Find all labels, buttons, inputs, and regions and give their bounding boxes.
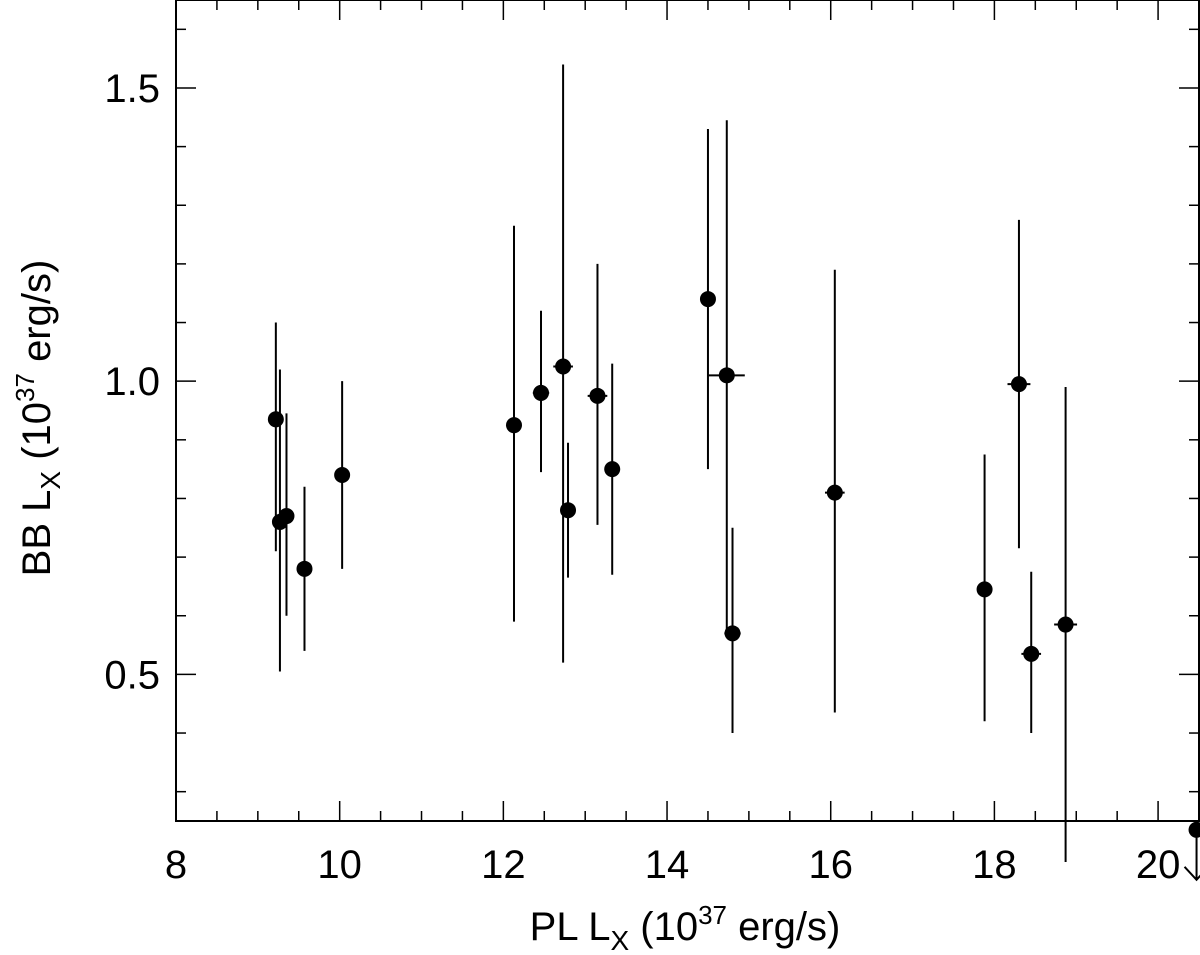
data-point (334, 467, 351, 484)
data-point (505, 417, 522, 434)
data-point (976, 581, 993, 598)
data-point (533, 384, 550, 401)
tick-labels: 8 10 12 14 16 18 20 0.5 1.0 1.5 (104, 67, 1180, 887)
x-tick-label: 14 (645, 843, 690, 887)
data-point (589, 387, 606, 404)
y-tick-label: 1.5 (104, 67, 160, 111)
data-points (267, 291, 1074, 662)
data-point (560, 502, 577, 519)
data-point (718, 367, 735, 384)
data-point (267, 411, 284, 428)
data-point (826, 484, 843, 501)
x-tick-label: 20 (1136, 843, 1181, 887)
y-tick-label: 0.5 (104, 653, 160, 697)
upper-limit-point (1188, 821, 1200, 838)
data-point (278, 508, 295, 525)
data-point (724, 625, 741, 642)
data-point (699, 291, 716, 308)
x-tick-label: 12 (481, 843, 526, 887)
x-axis-title: PL LX (1037 erg/s) (530, 900, 841, 955)
error-bars (271, 64, 1078, 863)
data-point (296, 560, 313, 577)
x-tick-label: 16 (808, 843, 853, 887)
data-point (1023, 645, 1040, 662)
y-axis-title: BB LX (1037 erg/s) (10, 260, 66, 577)
upper-limit-arrow-head (1183, 866, 1200, 882)
data-point (604, 461, 621, 478)
data-point (1010, 376, 1027, 393)
data-point (555, 358, 572, 375)
data-point (1057, 616, 1074, 633)
x-tick-label: 10 (317, 843, 362, 887)
plot-frame (175, 0, 1200, 822)
y-tick-label: 1.0 (104, 360, 160, 404)
x-tick-label: 8 (165, 843, 187, 887)
upper-limits (1183, 821, 1200, 882)
x-tick-label: 18 (972, 843, 1017, 887)
axis-ticks (175, 0, 1200, 821)
